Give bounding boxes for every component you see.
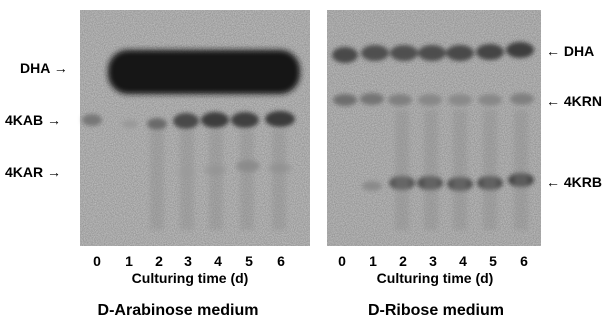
label-4kab: 4KAB → xyxy=(5,112,61,128)
left-panel-caption: D-Arabinose medium xyxy=(98,302,259,319)
left-lane-4: 4 xyxy=(214,253,222,269)
left-4kab-bands xyxy=(82,111,295,130)
left-lane-0: 0 xyxy=(93,253,101,269)
right-lane-streaks xyxy=(395,110,528,230)
right-panel-caption: D-Ribose medium xyxy=(368,302,504,319)
right-dha-bands xyxy=(332,42,534,63)
left-lane-1: 1 xyxy=(125,253,133,269)
label-dha-left: DHA → xyxy=(20,60,68,76)
left-axis-title: Culturing time (d) xyxy=(132,270,249,286)
left-lane-3: 3 xyxy=(184,253,192,269)
right-lane-4: 4 xyxy=(459,253,467,269)
left-lane-streaks xyxy=(150,130,286,230)
right-gel-panel xyxy=(327,10,541,246)
right-lane-5: 5 xyxy=(489,253,497,269)
left-lane-5: 5 xyxy=(245,253,253,269)
label-4krb: ← 4KRB xyxy=(546,174,602,190)
right-lane-3: 3 xyxy=(429,253,437,269)
left-lane-2: 2 xyxy=(155,253,163,269)
label-4kar: 4KAR → xyxy=(5,164,61,180)
right-lane-6: 6 xyxy=(520,253,528,269)
left-lane-numbers: 0 1 2 3 4 5 6 xyxy=(93,253,285,269)
right-axis-title: Culturing time (d) xyxy=(377,270,494,286)
label-4krn: ← 4KRN xyxy=(546,93,602,109)
right-lane-1: 1 xyxy=(369,253,377,269)
left-lane-6: 6 xyxy=(277,253,285,269)
right-lane-0: 0 xyxy=(338,253,346,269)
left-gel-panel xyxy=(80,10,310,246)
left-dha-band xyxy=(108,50,300,94)
left-gel-grain xyxy=(80,10,310,246)
right-lane-numbers: 0 1 2 3 4 5 6 xyxy=(338,253,528,269)
right-lane-2: 2 xyxy=(399,253,407,269)
right-4krn-bands xyxy=(333,93,534,106)
label-dha-right: ← DHA xyxy=(546,43,594,59)
